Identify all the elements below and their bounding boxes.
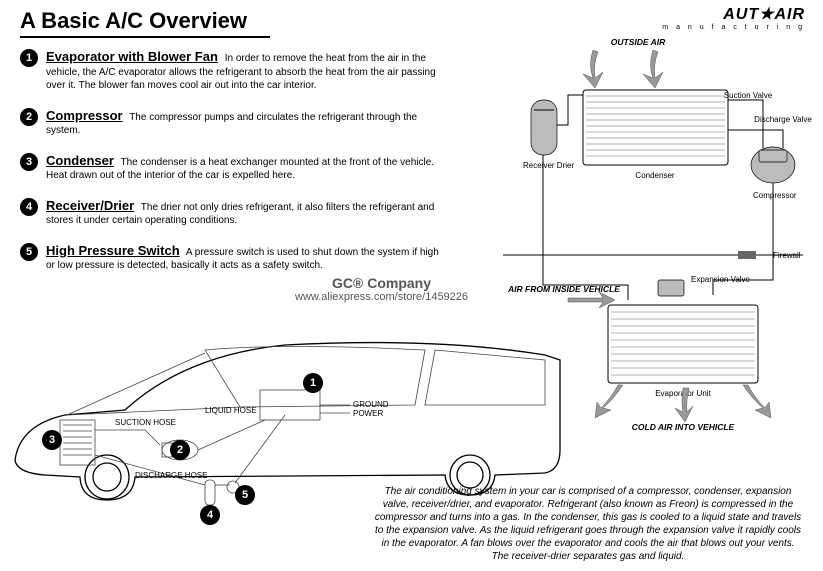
component-name: Compressor (46, 108, 123, 123)
suction-valve-label: Suction Valve (724, 91, 773, 100)
page-title: A Basic A/C Overview (20, 8, 270, 38)
power-label: POWER (353, 409, 383, 418)
brand-logo: AUT★AIR m a n u f a c t u r i n g (662, 4, 805, 31)
receiver-drier-label: Receiver Drier (523, 161, 574, 170)
watermark-brand: GC® Company (295, 275, 468, 291)
number-badge: 3 (20, 153, 38, 171)
component-text: High Pressure Switch A pressure switch i… (46, 242, 440, 273)
outside-air-label: OUTSIDE AIR (611, 37, 666, 47)
cold-air-label: COLD AIR INTO VEHICLE (632, 422, 735, 432)
component-text: Receiver/Drier The drier not only dries … (46, 197, 440, 228)
caption-text: The air conditioning system in your car … (373, 485, 803, 563)
component-name: Evaporator with Blower Fan (46, 49, 218, 64)
system-diagram: OUTSIDE AIR Condenser Receiver Drier Com… (463, 30, 813, 440)
list-item: 2 Compressor The compressor pumps and ci… (20, 107, 440, 138)
watermark-url: www.aliexpress.com/store/1459226 (295, 291, 468, 303)
component-name: Receiver/Drier (46, 198, 134, 213)
condenser-label: Condenser (635, 171, 674, 180)
svg-text:3: 3 (49, 434, 55, 446)
discharge-hose-label: DISCHARGE HOSE (135, 471, 207, 480)
list-item: 1 Evaporator with Blower Fan In order to… (20, 48, 440, 93)
ground-label: GROUND (353, 400, 389, 409)
svg-text:5: 5 (242, 489, 248, 501)
firewall-label: Firewall (773, 251, 801, 260)
watermark: GC® Company www.aliexpress.com/store/145… (295, 275, 468, 303)
svg-text:1: 1 (310, 377, 316, 389)
air-inside-label: AIR FROM INSIDE VEHICLE (507, 284, 620, 294)
list-item: 4 Receiver/Drier The drier not only drie… (20, 197, 440, 228)
components-list: 1 Evaporator with Blower Fan In order to… (20, 48, 440, 287)
expansion-valve-label: Expansion Valve (691, 275, 751, 284)
number-badge: 1 (20, 49, 38, 67)
component-text: Evaporator with Blower Fan In order to r… (46, 48, 440, 93)
number-badge: 5 (20, 243, 38, 261)
list-item: 5 High Pressure Switch A pressure switch… (20, 242, 440, 273)
component-text: Condenser The condenser is a heat exchan… (46, 152, 440, 183)
svg-text:4: 4 (207, 509, 214, 521)
number-badge: 2 (20, 108, 38, 126)
number-badge: 4 (20, 198, 38, 216)
svg-text:2: 2 (177, 444, 183, 456)
component-text: Compressor The compressor pumps and circ… (46, 107, 440, 138)
list-item: 3 Condenser The condenser is a heat exch… (20, 152, 440, 183)
suction-hose-label: SUCTION HOSE (115, 418, 176, 427)
component-name: High Pressure Switch (46, 243, 180, 258)
liquid-hose-label: LIQUID HOSE (205, 406, 257, 415)
component-name: Condenser (46, 153, 114, 168)
logo-main-text: AUT★AIR (662, 4, 805, 24)
compressor-label: Compressor (753, 191, 797, 200)
